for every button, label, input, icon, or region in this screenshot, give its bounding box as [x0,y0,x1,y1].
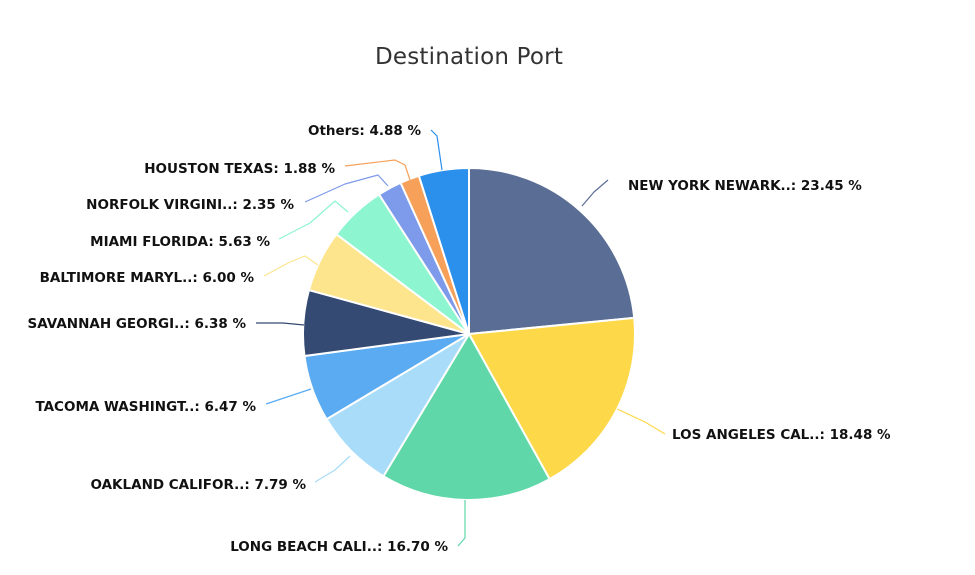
data-label-norfolk-virgini: NORFOLK VIRGINI..: 2.35 % [86,197,294,213]
connector-line [344,159,411,181]
connector-line [457,500,466,547]
pie-slice-long-beach-cali[interactable] [382,333,551,501]
data-label-los-angeles-cal: LOS ANGELES CAL..: 18.48 % [672,427,891,443]
data-labels: NEW YORK NEWARK..: 23.45 % LOS ANGELES CA… [28,123,891,555]
connector-line [304,174,389,203]
connector-line [263,255,319,277]
connector-line [430,129,443,171]
connector-line [265,388,312,405]
data-label-miami-florida: MIAMI FLORIDA: 5.63 % [90,234,270,250]
connector-line [256,322,305,326]
pie-slice-others[interactable] [417,167,470,335]
data-label-others: Others: 4.88 % [308,123,421,139]
connector-line [314,455,351,483]
data-label-baltimore-maryl: BALTIMORE MARYL..: 6.00 % [40,270,255,286]
pie-slices [302,167,636,501]
pie-slice-los-angeles-cal[interactable] [468,316,636,481]
data-label-houston-texas: HOUSTON TEXAS: 1.88 % [144,161,335,177]
data-label-long-beach-cali: LONG BEACH CALI..: 16.70 % [230,539,448,555]
connector-line [581,179,609,207]
label-connectors [256,129,666,547]
data-label-savannah-georgi: SAVANNAH GEORGI..: 6.38 % [28,316,247,332]
data-label-new-york-newark: NEW YORK NEWARK..: 23.45 % [628,178,862,194]
connector-line [278,200,349,240]
data-label-oakland-califor: OAKLAND CALIFOR..: 7.79 % [91,477,307,493]
connector-line [616,408,666,435]
data-label-tacoma-washingt: TACOMA WASHINGT..: 6.47 % [35,399,256,415]
pie-slice-new-york-newark[interactable] [468,167,636,335]
chart-title: Destination Port [374,44,564,70]
